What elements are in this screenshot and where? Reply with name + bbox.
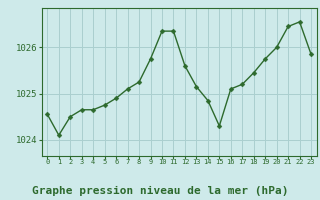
Text: Graphe pression niveau de la mer (hPa): Graphe pression niveau de la mer (hPa): [32, 186, 288, 196]
